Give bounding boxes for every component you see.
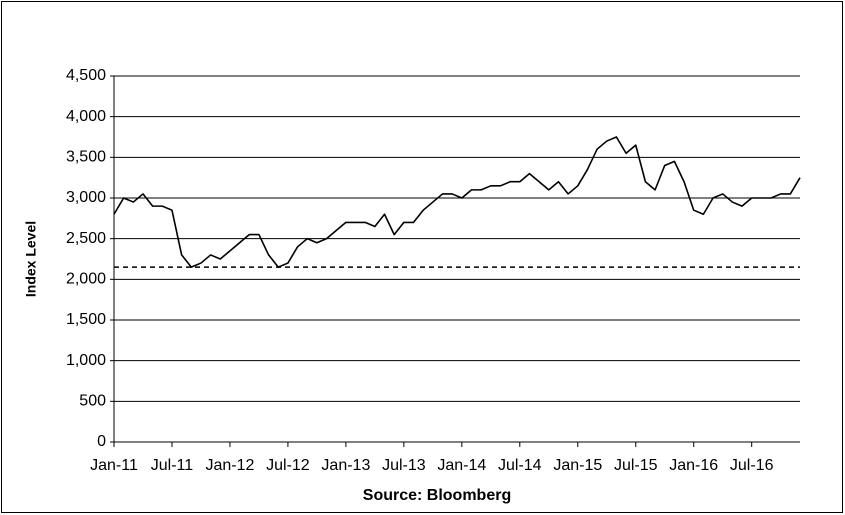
x-tick-label: Jul-12 <box>266 457 310 474</box>
y-tick-label: 1,500 <box>66 311 106 328</box>
y-tick-label: 0 <box>97 433 106 450</box>
y-tick-label: 500 <box>79 393 106 410</box>
x-tick-label: Jan-15 <box>553 457 602 474</box>
x-axis-label: Source: Bloomberg <box>363 487 511 504</box>
x-tick-label: Jul-14 <box>498 457 542 474</box>
x-tick-label: Jul-13 <box>382 457 426 474</box>
x-tick-label: Jan-12 <box>205 457 254 474</box>
y-tick-label: 4,500 <box>66 67 106 84</box>
x-tick-label: Jul-16 <box>730 457 774 474</box>
y-tick-label: 4,000 <box>66 108 106 125</box>
y-tick-label: 3,000 <box>66 189 106 206</box>
x-tick-label: Jan-16 <box>669 457 718 474</box>
y-tick-label: 1,000 <box>66 352 106 369</box>
y-axis-label: Index Level <box>23 221 39 297</box>
y-tick-label: 3,500 <box>66 149 106 166</box>
y-tick-label: 2,500 <box>66 230 106 247</box>
x-tick-label: Jul-15 <box>614 457 658 474</box>
y-tick-label: 2,000 <box>66 271 106 288</box>
x-tick-label: Jan-14 <box>437 457 486 474</box>
line <box>113 136 801 268</box>
x-tick-label: Jan-13 <box>321 457 370 474</box>
x-tick-label: Jan-11 <box>90 457 138 474</box>
x-tick-label: Jul-11 <box>151 457 193 474</box>
